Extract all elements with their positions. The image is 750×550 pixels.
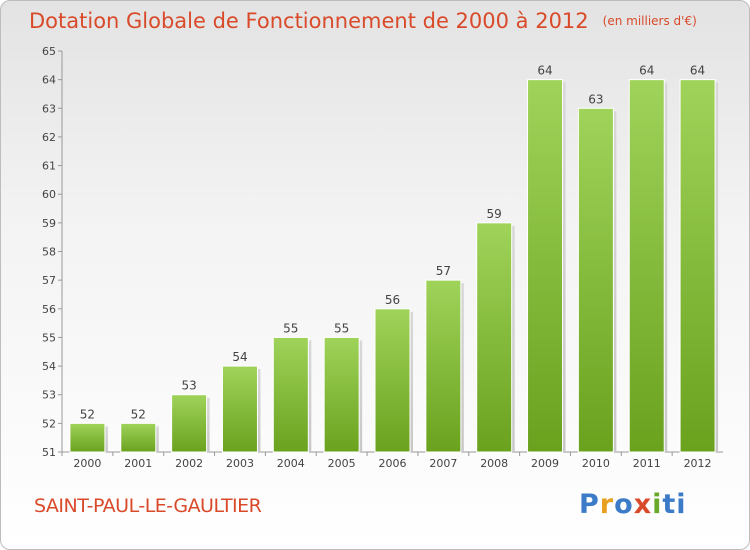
axes: 51 52 53 54 55 56 57 58 59 60 61 62 63 64 65 2000 2001 20… (42, 45, 723, 470)
chart-title: Dotation Globale de Fonctionnement de 20… (29, 9, 697, 33)
x-tick-label: 2000 (73, 457, 101, 470)
data-label: 63 (588, 92, 603, 106)
y-tick-label: 55 (42, 331, 56, 344)
x-tick-label: 2006 (379, 457, 407, 470)
y-tick-label: 58 (42, 246, 56, 259)
data-label: 56 (385, 293, 400, 307)
data-label: 52 (80, 407, 95, 421)
x-tick-label: 2007 (429, 457, 457, 470)
bar (120, 422, 157, 453)
y-tick-label: 52 (42, 417, 56, 430)
x-tick-label: 2004 (277, 457, 305, 470)
y-tick-label: 60 (42, 188, 56, 201)
logo-letter: ti (662, 489, 687, 520)
bar (577, 107, 614, 453)
data-label: 59 (487, 207, 502, 221)
y-tick-label: 54 (42, 360, 56, 373)
data-label: 64 (639, 64, 654, 78)
bar (374, 308, 411, 453)
x-tick-label: 2009 (531, 457, 559, 470)
bar (272, 336, 309, 453)
bars (69, 79, 719, 453)
bar (425, 279, 462, 453)
logo-letter: o (614, 489, 634, 520)
y-tick-label: 51 (42, 446, 56, 459)
data-label: 64 (537, 64, 552, 78)
logo-letter: r (599, 489, 615, 520)
data-label: 57 (436, 264, 451, 278)
y-tick-label: 63 (42, 102, 56, 115)
logo-letter: i (652, 489, 663, 520)
y-tick-label: 61 (42, 160, 56, 173)
bar (221, 365, 258, 453)
bar (476, 222, 513, 453)
bar (628, 79, 665, 453)
y-tick-label: 53 (42, 389, 56, 402)
bar (527, 79, 564, 453)
x-tick-label: 2001 (124, 457, 152, 470)
x-tick-label: 2003 (226, 457, 254, 470)
logo-letter: x (633, 489, 653, 520)
y-tick-label: 64 (42, 74, 56, 87)
bar (171, 394, 208, 453)
y-tick-label: 56 (42, 303, 56, 316)
data-label: 64 (690, 64, 705, 78)
x-tick-label: 2005 (328, 457, 356, 470)
x-tick-label: 2011 (633, 457, 661, 470)
bar (323, 336, 360, 453)
data-label: 54 (232, 350, 247, 364)
bar (679, 79, 716, 453)
logo-letter: P (579, 489, 600, 520)
y-tick-label: 59 (42, 217, 56, 230)
data-label: 53 (181, 379, 196, 393)
x-tick-label: 2008 (480, 457, 508, 470)
y-tick-label: 62 (42, 131, 56, 144)
x-tick-label: 2010 (582, 457, 610, 470)
data-label: 55 (283, 321, 298, 335)
labels: 52 52 53 54 55 55 56 57 59 64 63 64 64 (80, 64, 705, 422)
y-tick-label: 65 (42, 45, 56, 58)
bar (69, 422, 106, 453)
data-label: 52 (131, 407, 146, 421)
y-tick-label: 57 (42, 274, 56, 287)
chart-title-text: Dotation Globale de Fonctionnement de 20… (29, 9, 589, 33)
commune-name: SAINT-PAUL-LE-GAULTIER (34, 495, 262, 517)
proxiti-logo[interactable]: Proxiti (579, 489, 687, 520)
x-tick-label: 2012 (684, 457, 712, 470)
data-label: 55 (334, 321, 349, 335)
chart-unit-label: (en milliers d'€) (602, 14, 697, 28)
x-tick-label: 2002 (175, 457, 203, 470)
